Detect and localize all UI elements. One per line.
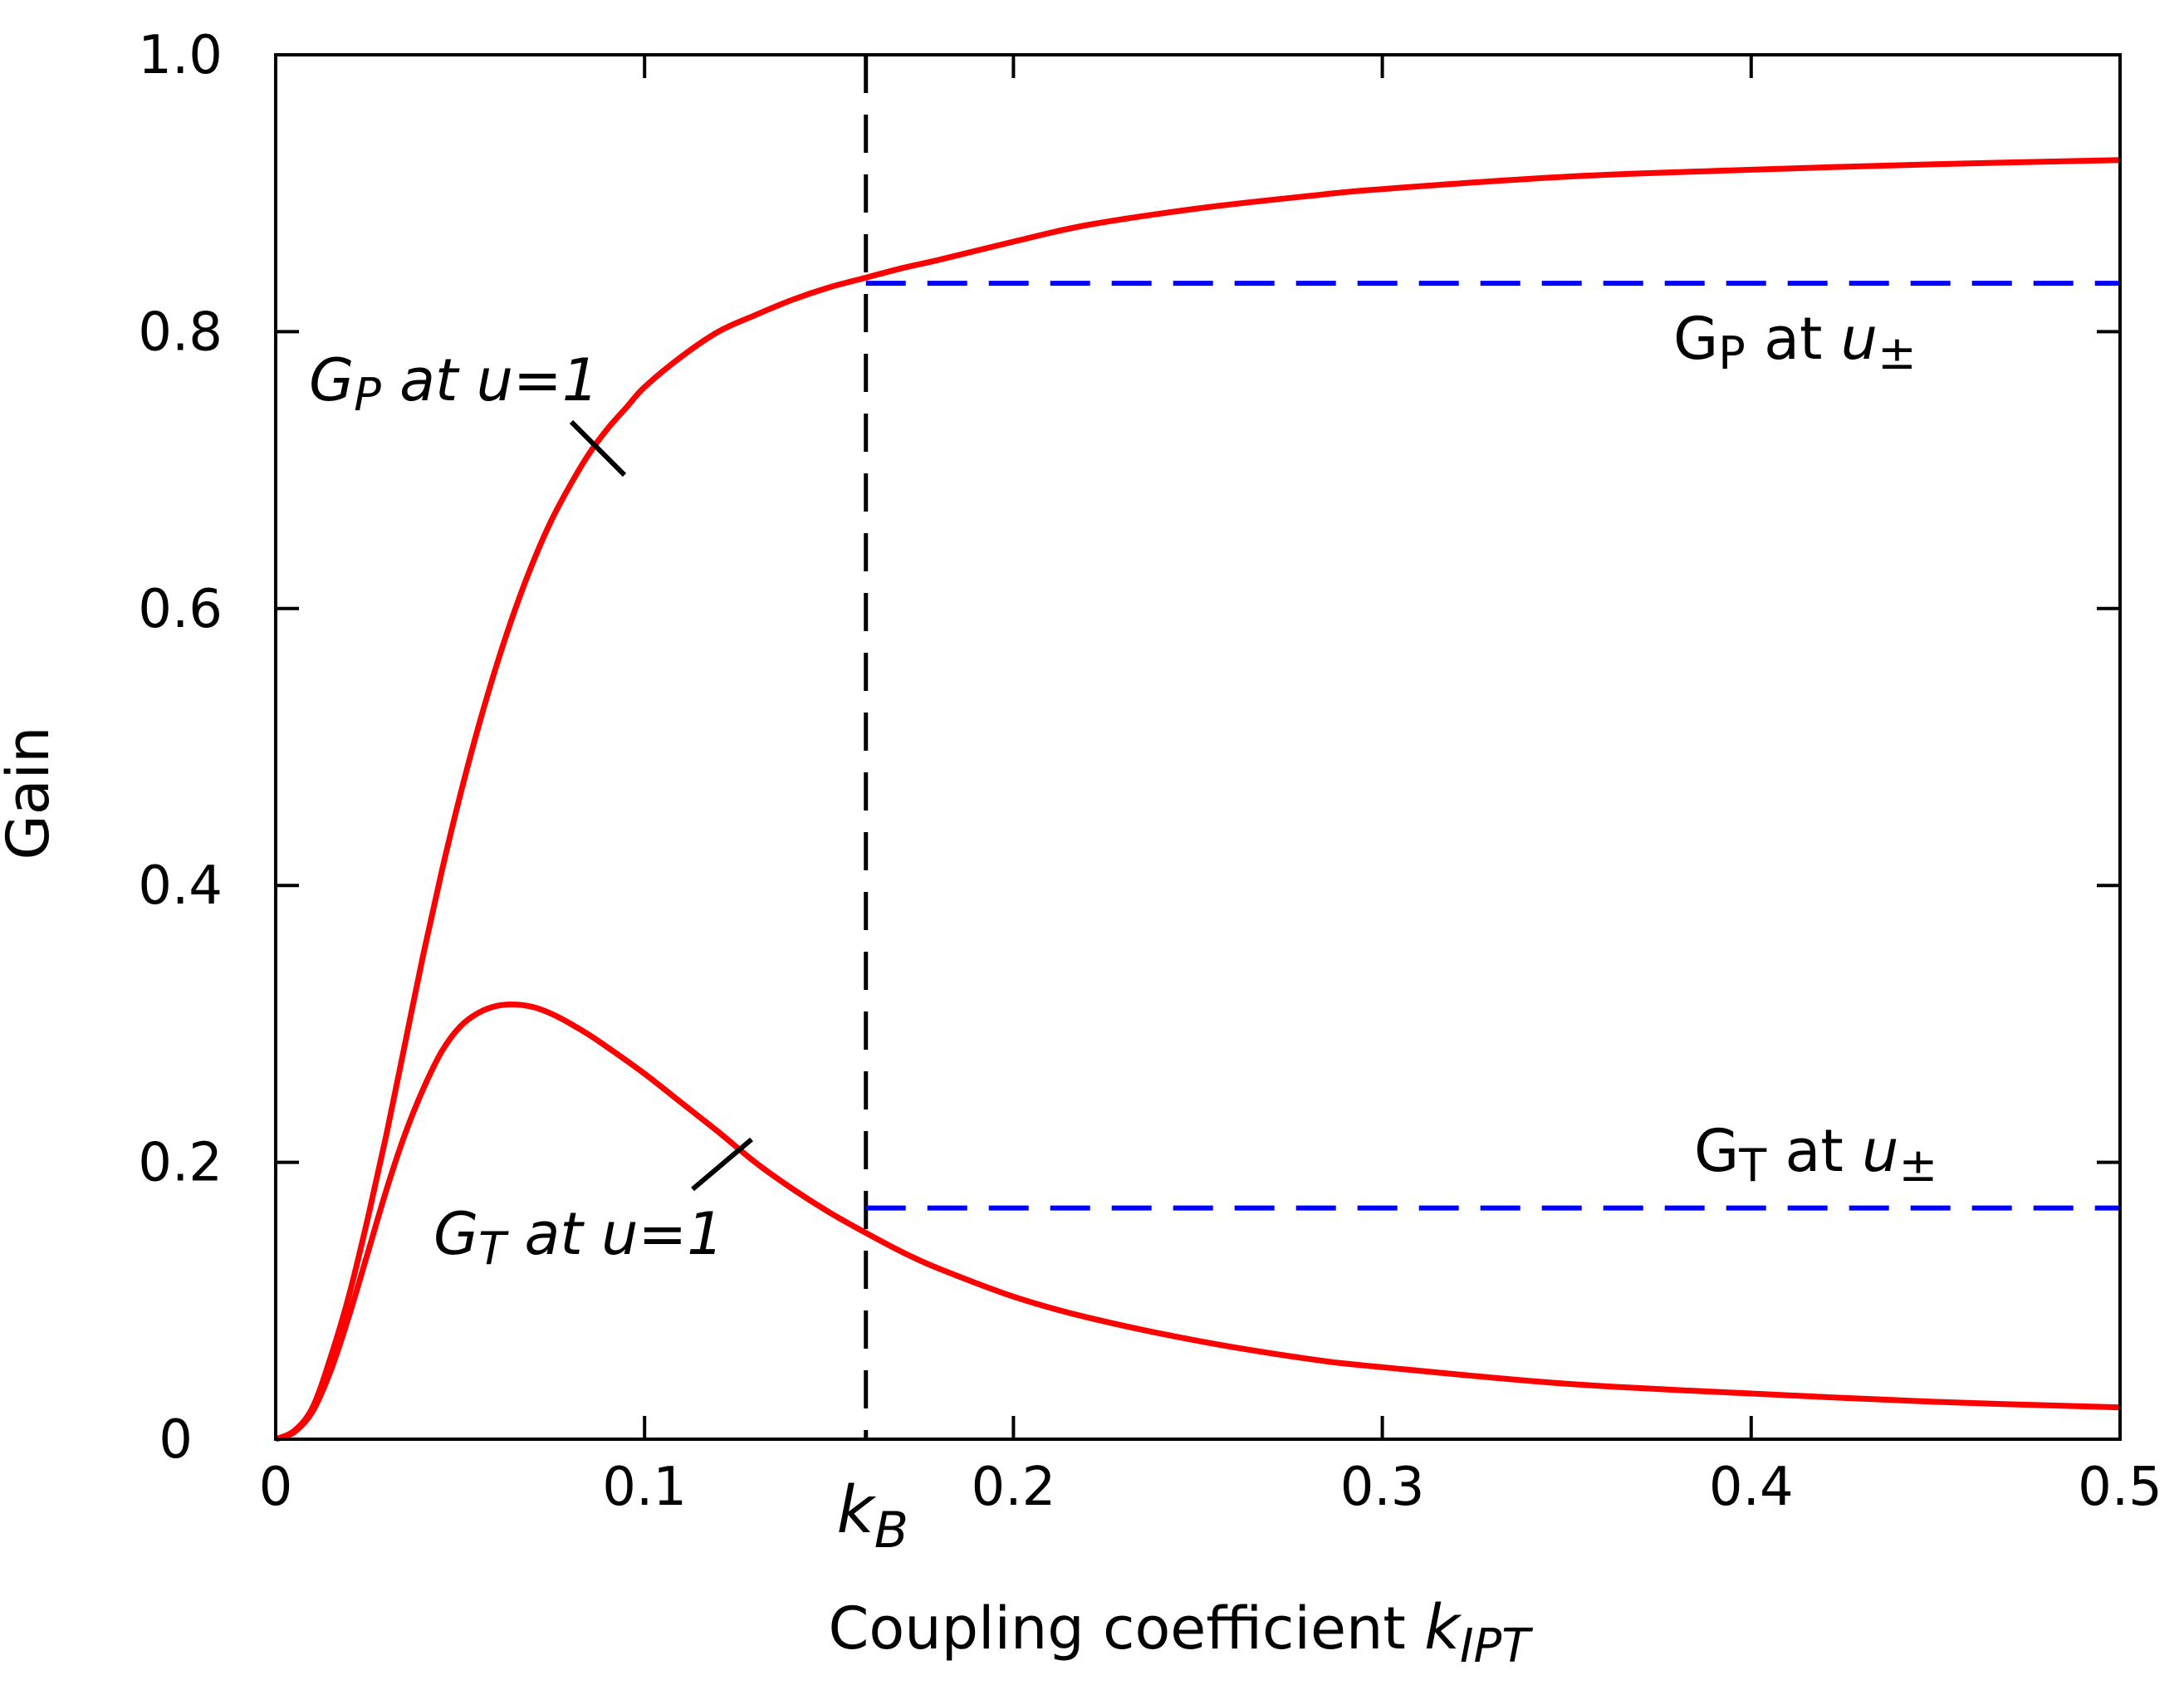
y-tick-label: 0 xyxy=(159,1409,193,1471)
leader-line-gt xyxy=(691,1137,753,1192)
x-tick-label: 0.2 xyxy=(972,1457,1056,1518)
x-tick-label: 0.4 xyxy=(1709,1457,1794,1518)
annotation-gt-upm-g: G xyxy=(1694,1117,1739,1185)
leader-line-gp xyxy=(569,419,627,478)
annotation-gt-upm-pm: ± xyxy=(1898,1139,1937,1193)
annotation-gt-u1-sub: T xyxy=(478,1222,509,1275)
axis-ticks: 0 0.1 0.2 0.3 0.4 0.5 0 0.2 0.4 0.6 0.8 1.0 xyxy=(138,25,2162,1518)
annotation-gp-u1: GP at u=1 xyxy=(309,346,599,421)
y-tick-label: 0.4 xyxy=(138,855,223,917)
annotation-gt-upm-u: u xyxy=(1862,1117,1898,1185)
annotation-gp-upm-at: at xyxy=(1746,305,1841,373)
x-tick-label: 0.3 xyxy=(1340,1457,1425,1518)
annotation-gp-u1-rest: at u=1 xyxy=(381,346,599,414)
annotation-gp-upm-sub: P xyxy=(1718,327,1746,380)
annotation-gp-u1-g: G xyxy=(309,346,354,414)
annotation-gt-u1-g: G xyxy=(433,1200,478,1268)
annotation-gt-upm: GT at u± xyxy=(1694,1117,1937,1193)
y-tick-label: 0.6 xyxy=(138,579,223,640)
kb-label-sub: B xyxy=(874,1501,908,1560)
plot-frame xyxy=(274,53,2122,1441)
annotation-gt-u1-rest: at u=1 xyxy=(506,1200,723,1268)
y-tick-label: 1.0 xyxy=(138,25,223,86)
annotation-gp-upm: GP at u± xyxy=(1673,305,1917,380)
annotation-gp-u1-sub: P xyxy=(354,369,381,421)
x-axis-title: Coupling coefficient kIPT xyxy=(829,1592,1534,1673)
series-line-1 xyxy=(274,1001,2121,1443)
x-tick-label: 0.5 xyxy=(2078,1457,2162,1518)
y-tick-label: 0.2 xyxy=(138,1133,223,1194)
kb-label: kB xyxy=(837,1473,908,1560)
annotation-gp-upm-pm: ± xyxy=(1878,326,1917,380)
annotation-gt-upm-sub: T xyxy=(1738,1139,1767,1192)
x-tick-label: 0.1 xyxy=(602,1457,687,1518)
plot-lines xyxy=(274,55,2121,1443)
y-tick-label: 0.8 xyxy=(138,301,223,363)
x-axis-title-sub: IPT xyxy=(1460,1619,1533,1673)
annotation-gt-upm-at: at xyxy=(1766,1117,1862,1185)
series-line-0 xyxy=(274,157,2121,1443)
kb-label-var: k xyxy=(837,1473,877,1548)
annotation-gp-upm-u: u xyxy=(1841,305,1878,373)
annotation-gp-upm-g: G xyxy=(1673,305,1718,373)
x-axis-title-var: k xyxy=(1424,1592,1462,1663)
x-tick-label: 0 xyxy=(259,1457,293,1518)
y-axis-title: Gain xyxy=(0,727,62,860)
annotation-gt-u1: GT at u=1 xyxy=(433,1200,724,1275)
x-axis-title-text: Coupling coefficient xyxy=(829,1594,1425,1663)
